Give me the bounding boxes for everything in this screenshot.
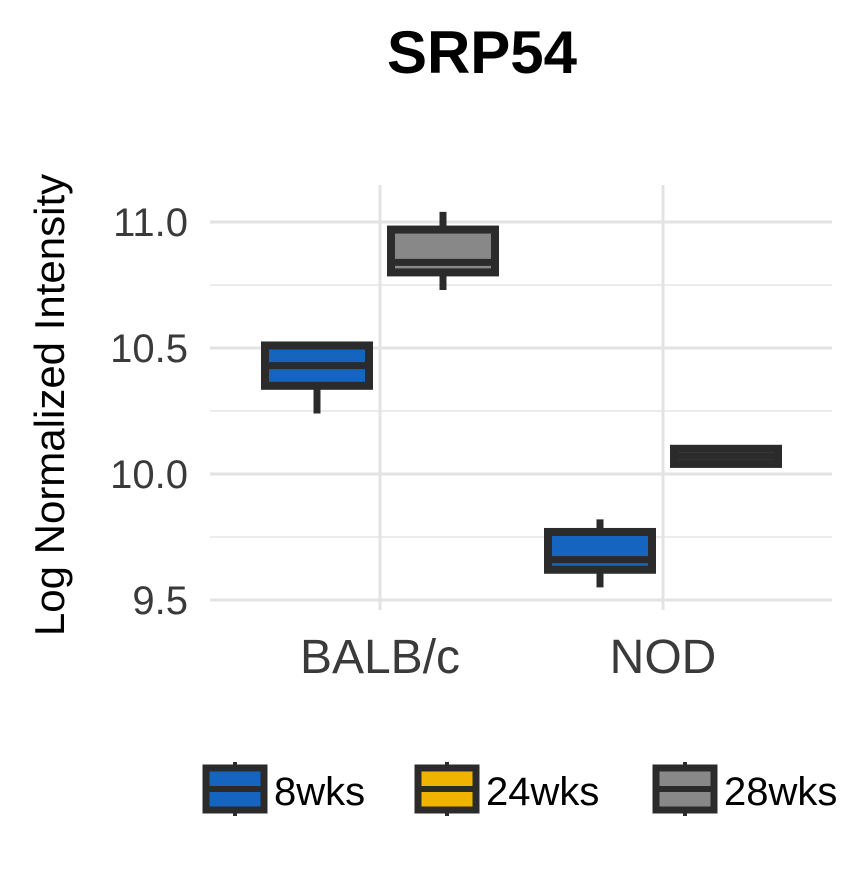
chart-title: SRP54 [387, 19, 578, 86]
box-iqr [544, 527, 656, 574]
legend-label: 24wks [486, 770, 599, 814]
box-8wks-NOD [544, 519, 656, 588]
legend-label: 28wks [724, 770, 837, 814]
y-axis-label: Log Normalized Intensity [26, 174, 73, 636]
legend-key-28wks [652, 762, 718, 816]
legend-label: 8wks [274, 770, 365, 814]
y-tick-label: 10.0 [110, 453, 188, 497]
box-28wks-BALB/c [387, 211, 499, 291]
x-tick-label: NOD [610, 631, 717, 684]
grid-lines [210, 185, 832, 610]
x-tick-label: BALB/c [300, 631, 460, 684]
y-tick-label: 9.5 [132, 579, 188, 623]
box-28wks-NOD [670, 444, 782, 468]
box-8wks-BALB/c [261, 341, 373, 414]
y-tick-label: 10.5 [110, 327, 188, 371]
box-marks [261, 211, 782, 588]
x-tick-labels: BALB/c NOD [300, 631, 716, 684]
legend: 8wks 24wks 28wks [202, 762, 837, 816]
legend-key-8wks [202, 762, 268, 816]
legend-key-24wks [414, 762, 480, 816]
y-tick-labels: 9.5 10.0 10.5 11.0 [110, 201, 188, 623]
box-iqr [387, 225, 499, 277]
y-tick-label: 11.0 [113, 201, 188, 245]
